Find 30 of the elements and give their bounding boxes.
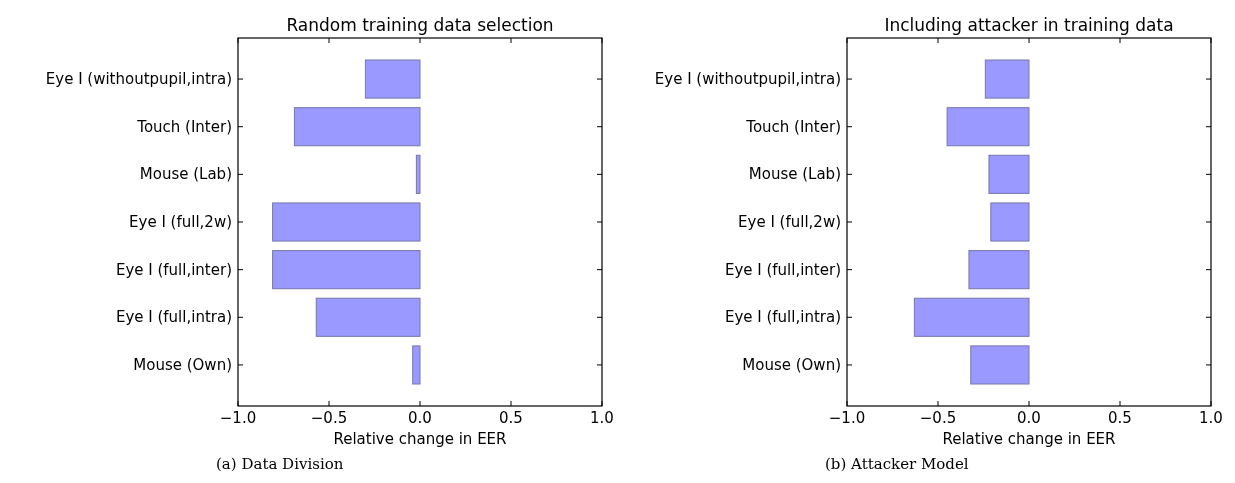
y-tick-label: Eye I (full,2w) [129, 213, 232, 231]
y-tick-label: Mouse (Own) [742, 355, 841, 374]
text: (a) Data Division [216, 455, 344, 473]
y-tick-label: Mouse (Lab) [748, 165, 841, 184]
y-tick-label: Eye I (withoutpupil,intra) [654, 70, 841, 89]
x-tick-label: −1.0 [828, 409, 866, 427]
x-tick-label: 1.0 [1199, 409, 1223, 427]
text: (b) Attacker Model [825, 455, 969, 473]
x-axis-title: Relative change in EER [333, 430, 507, 448]
x-axis-title: Relative change in EER [942, 430, 1116, 448]
x-tick-label: −0.5 [310, 409, 348, 427]
x-tick-label: 1.0 [590, 409, 614, 427]
x-tick-label: 0.5 [499, 409, 523, 427]
y-tick-label: Eye I (withoutpupil,intra) [45, 70, 232, 89]
y-tick-label: Eye I (full,inter) [115, 260, 232, 279]
y-tick-label: Eye I (full,intra) [724, 308, 841, 327]
x-tick-label: 0.5 [1108, 409, 1132, 427]
y-tick-label: Mouse (Lab) [139, 165, 232, 184]
x-tick-label: 0.0 [1017, 409, 1041, 427]
y-tick-label: Eye I (full,2w) [738, 213, 841, 231]
x-tick-label: −0.5 [919, 409, 957, 427]
chart-title: Including attacker in training data [884, 15, 1174, 35]
y-tick-label: Touch (Inter) [745, 117, 841, 136]
y-tick-label: Eye I (full,intra) [115, 308, 232, 327]
x-tick-label: −1.0 [219, 409, 257, 427]
y-tick-label: Eye I (full,inter) [724, 260, 841, 279]
x-tick-label: 0.0 [408, 409, 432, 427]
y-tick-label: Touch (Inter) [136, 117, 232, 136]
y-tick-label: Mouse (Own) [133, 355, 232, 374]
chart-title: Random training data selection [286, 15, 554, 35]
